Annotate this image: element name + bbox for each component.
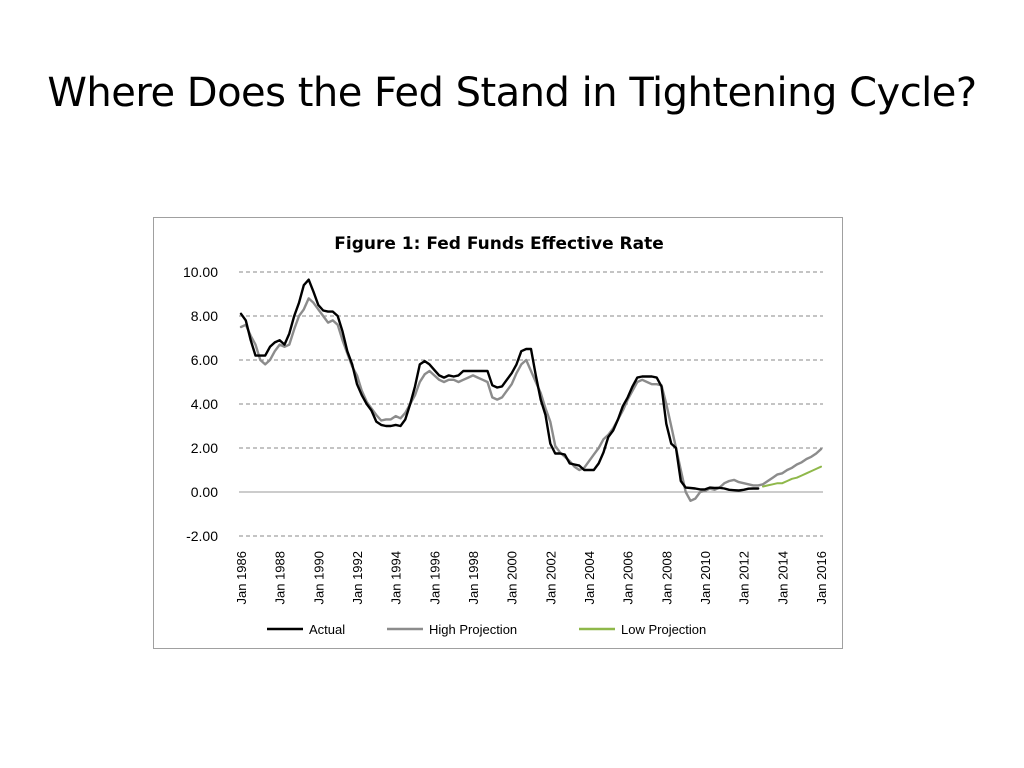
x-axis-ticks: Jan 1986 Jan 1988 Jan 1990 Jan 1992 Jan 1994… xyxy=(234,551,829,605)
series-line-low-projection xyxy=(762,465,822,488)
chart-title: Figure 1: Fed Funds Effective Rate xyxy=(334,234,664,254)
x-tick-label: Jan 1988 xyxy=(273,551,288,605)
series-line-actual xyxy=(239,278,760,492)
gridlines xyxy=(239,271,823,537)
x-tick-label: Jan 2008 xyxy=(659,551,674,605)
y-tick-label: 0.00 xyxy=(191,484,218,500)
x-tick-label: Jan 1998 xyxy=(466,551,481,605)
fed-funds-chart: Figure 1: Fed Funds Effective Rate 10.00… xyxy=(183,234,829,637)
y-tick-label: -2.00 xyxy=(186,528,218,544)
y-axis-ticks: 10.00 8.00 6.00 4.00 2.00 0.00 -2.00 xyxy=(183,264,218,544)
y-tick-label: 4.00 xyxy=(191,396,218,412)
slide-title: Where Does the Fed Stand in Tightening C… xyxy=(47,70,977,116)
x-tick-label: Jan 2010 xyxy=(698,551,713,605)
x-tick-label: Jan 2004 xyxy=(582,551,597,605)
x-tick-label: Jan 2002 xyxy=(543,551,558,605)
x-tick-label: Jan 1992 xyxy=(350,551,365,605)
chart-frame: Figure 1: Fed Funds Effective Rate 10.00… xyxy=(153,217,843,649)
x-tick-label: Jan 2016 xyxy=(814,551,829,605)
series-line-high-projection xyxy=(239,297,823,502)
y-tick-label: 2.00 xyxy=(191,440,218,456)
x-tick-label: Jan 2014 xyxy=(775,551,790,605)
series-lines xyxy=(239,278,823,502)
legend: Actual High Projection Low Projection xyxy=(267,622,706,637)
y-tick-label: 6.00 xyxy=(191,352,218,368)
legend-label: Low Projection xyxy=(621,622,706,637)
y-tick-label: 10.00 xyxy=(183,264,218,280)
x-tick-label: Jan 2012 xyxy=(737,551,752,605)
x-tick-label: Jan 1996 xyxy=(427,551,442,605)
x-tick-label: Jan 1990 xyxy=(311,551,326,605)
x-tick-label: Jan 2006 xyxy=(621,551,636,605)
x-tick-label: Jan 2000 xyxy=(505,551,520,605)
x-tick-label: Jan 1994 xyxy=(389,551,404,605)
x-tick-label: Jan 1986 xyxy=(234,551,249,605)
legend-label: Actual xyxy=(309,622,345,637)
legend-label: High Projection xyxy=(429,622,517,637)
y-tick-label: 8.00 xyxy=(191,308,218,324)
